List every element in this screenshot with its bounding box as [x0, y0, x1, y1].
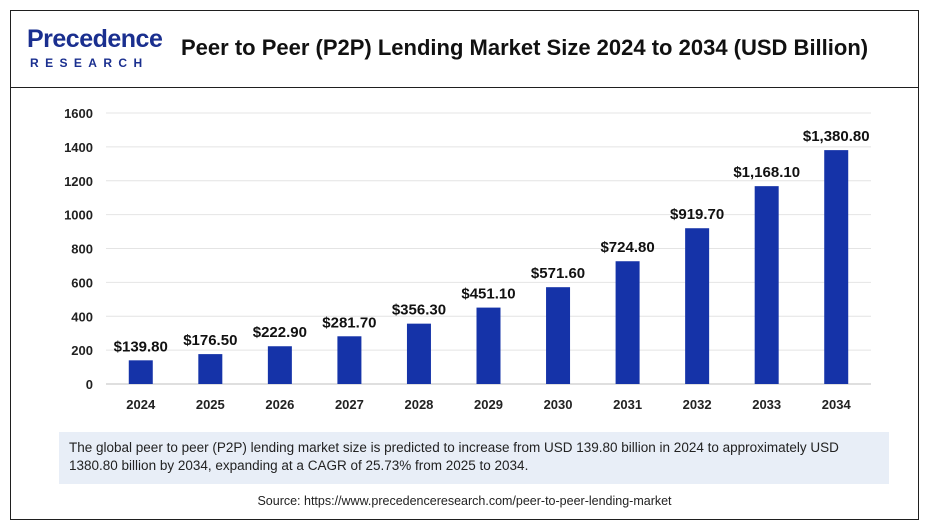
page-title: Peer to Peer (P2P) Lending Market Size 2… [181, 35, 869, 60]
y-tick-label: 600 [71, 275, 93, 290]
bar [198, 354, 223, 384]
x-tick-label: 2030 [544, 397, 573, 412]
logo-sub-text: RESEARCH [30, 56, 149, 70]
x-tick-label: 2024 [126, 397, 156, 412]
x-tick-label: 2026 [265, 397, 294, 412]
x-tick-label: 2032 [683, 397, 712, 412]
data-label: $1,380.80 [803, 128, 870, 145]
data-label: $356.30 [392, 302, 446, 319]
header: Precedence RESEARCH Peer to Peer (P2P) L… [11, 11, 918, 88]
x-tick-label: 2034 [822, 397, 852, 412]
x-tick-label: 2028 [404, 397, 433, 412]
y-tick-label: 1200 [64, 174, 93, 189]
bar [754, 186, 779, 384]
bar [128, 360, 153, 384]
data-label: $919.70 [670, 206, 724, 223]
data-label: $139.80 [114, 338, 168, 355]
bar [685, 228, 710, 384]
bar [615, 261, 640, 384]
x-tick-label: 2033 [752, 397, 781, 412]
y-tick-label: 400 [71, 309, 93, 324]
data-label: $571.60 [531, 265, 585, 282]
source-text: Source: https://www.precedenceresearch.c… [257, 494, 672, 508]
bar [267, 346, 292, 384]
x-tick-label: 2027 [335, 397, 364, 412]
bar [546, 287, 571, 384]
x-tick-label: 2025 [196, 397, 225, 412]
data-label: $724.80 [600, 239, 654, 256]
bar [337, 336, 362, 384]
bar [476, 307, 501, 384]
bar [824, 150, 849, 384]
y-tick-label: 1400 [64, 140, 93, 155]
y-tick-label: 0 [86, 377, 93, 392]
bar-chart: 0 200 400 600 800 1000 1200 1400 1600 $139.80 2024… [64, 106, 871, 412]
data-label: $451.10 [461, 286, 515, 303]
data-label: $281.70 [322, 314, 376, 331]
chart-frame: Precedence RESEARCH Peer to Peer (P2P) L… [10, 10, 919, 520]
y-tick-label: 1000 [64, 208, 93, 223]
y-tick-label: 800 [71, 242, 93, 257]
summary-note: The global peer to peer (P2P) lending ma… [59, 432, 889, 484]
x-tick-label: 2031 [613, 397, 642, 412]
data-label: $1,168.10 [733, 164, 800, 181]
y-tick-label: 200 [71, 343, 93, 358]
bar [406, 323, 431, 384]
data-label: $176.50 [183, 332, 237, 349]
y-tick-label: 1600 [64, 106, 93, 121]
data-label: $222.90 [253, 324, 307, 341]
logo-main-text: Precedence [27, 25, 163, 53]
brand-logo: Precedence RESEARCH [27, 25, 167, 77]
x-tick-label: 2029 [474, 397, 503, 412]
